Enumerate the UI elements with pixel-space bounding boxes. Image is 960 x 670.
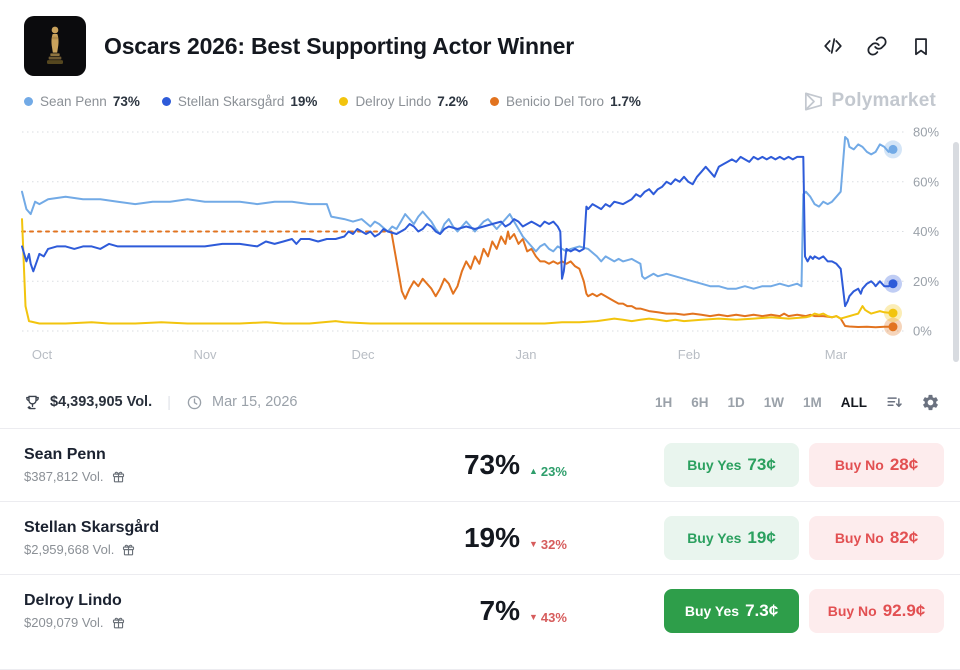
chart-toolbar: $4,393,905 Vol. | Mar 15, 2026 1H 6H 1D …	[0, 382, 960, 422]
svg-text:Dec: Dec	[351, 347, 375, 362]
svg-text:Nov: Nov	[193, 347, 217, 362]
range-button-all[interactable]: ALL	[840, 394, 867, 410]
legend-label: Benicio Del Toro	[506, 93, 605, 109]
gift-icon[interactable]	[111, 469, 126, 484]
range-button-1w[interactable]: 1W	[763, 394, 784, 410]
legend-value: 1.7%	[610, 93, 641, 109]
bookmark-icon[interactable]	[910, 35, 932, 57]
range-button-6h[interactable]: 6H	[691, 394, 709, 410]
legend-item: Benicio Del Toro 1.7%	[490, 94, 641, 109]
oscar-statuette-icon	[47, 26, 63, 64]
buy-no-button[interactable]: Buy No 92.9¢	[809, 589, 944, 633]
price-history-chart: 0% 20% 40% 60% 80% Oct Nov Dec Jan Feb Mar	[0, 120, 960, 376]
outcome-chance: 73%	[463, 449, 520, 480]
gift-icon[interactable]	[111, 615, 126, 630]
polymarket-logo-icon	[804, 91, 822, 111]
legend-dot	[161, 96, 171, 106]
svg-text:0%: 0%	[913, 324, 932, 339]
header-actions	[822, 35, 932, 57]
delta-arrow-icon: ▼	[529, 612, 538, 622]
chart-canvas[interactable]: 0% 20% 40% 60% 80% Oct Nov Dec Jan Feb Mar	[0, 120, 960, 376]
range-button-1h[interactable]: 1H	[654, 394, 673, 410]
legend-value: 7.2%	[437, 93, 469, 109]
svg-text:60%: 60%	[913, 174, 939, 189]
settings-gear-icon[interactable]	[921, 393, 940, 412]
outcome-name: Sean Penn	[24, 446, 106, 463]
svg-text:Jan: Jan	[516, 347, 537, 362]
legend-label: Stellan Skarsgård	[177, 93, 285, 109]
range-button-1m[interactable]: 1M	[802, 394, 822, 410]
total-volume: $4,393,905 Vol.	[50, 394, 153, 410]
legend-value: 73%	[112, 93, 140, 109]
legend-dot	[24, 96, 33, 106]
sort-icon[interactable]	[885, 393, 904, 412]
outcome-delta: ▲ 23%	[529, 463, 567, 479]
buy-no-button[interactable]: Buy No 28¢	[809, 443, 944, 487]
gift-icon[interactable]	[121, 542, 136, 557]
copy-link-icon[interactable]	[866, 35, 888, 57]
buy-no-button[interactable]: Buy No 82¢	[809, 516, 944, 560]
outcomes-list: Sean Penn $387,812 Vol. 73% ▲ 23% Buy Yes…	[0, 428, 960, 647]
svg-text:80%: 80%	[913, 125, 939, 140]
market-stats: $4,393,905 Vol. | Mar 15, 2026	[24, 394, 297, 411]
chart-legend: Sean Penn 73% Stellan Skarsgård 19% Delr…	[0, 84, 960, 118]
outcome-chance: 19%	[463, 522, 520, 553]
legend-dot	[339, 96, 349, 106]
outcome-volume: $387,812 Vol.	[24, 469, 104, 484]
embed-code-icon[interactable]	[822, 35, 844, 57]
outcome-row-delroy-lindo: Delroy Lindo $209,079 Vol. 7% ▼ 43% Buy Y…	[0, 574, 960, 647]
polymarket-watermark: Polymarket	[802, 90, 936, 113]
trophy-icon	[26, 395, 39, 409]
clock-icon	[187, 395, 202, 409]
time-range-selector: 1H 6H 1D 1W 1M ALL	[654, 393, 940, 412]
end-date: Mar 15, 2026	[212, 394, 298, 410]
outcome-volume: $2,959,668 Vol.	[24, 542, 115, 557]
delta-arrow-icon: ▼	[529, 539, 538, 549]
buy-yes-button[interactable]: Buy Yes 7.3¢	[664, 589, 799, 633]
outcome-chance: 7%	[479, 595, 520, 626]
svg-text:Oct: Oct	[32, 347, 53, 362]
market-thumbnail-oscar-statuette	[24, 16, 86, 76]
range-button-1d[interactable]: 1D	[727, 394, 745, 410]
buy-yes-button[interactable]: Buy Yes 19¢	[664, 516, 799, 560]
legend-value: 19%	[290, 93, 318, 109]
buy-yes-button[interactable]: Buy Yes 73¢	[664, 443, 799, 487]
legend-item: Stellan Skarsgård 19%	[161, 93, 318, 109]
svg-text:40%: 40%	[913, 224, 939, 239]
outcome-name: Delroy Lindo	[24, 592, 122, 609]
svg-text:Mar: Mar	[825, 347, 848, 362]
divider: |	[167, 393, 172, 411]
legend-label: Sean Penn	[40, 93, 107, 109]
outcome-row-stellan-skarsgard: Stellan Skarsgård $2,959,668 Vol. 19% ▼ 3…	[0, 501, 960, 574]
outcome-delta: ▼ 43%	[529, 609, 567, 625]
outcome-volume: $209,079 Vol.	[24, 615, 104, 630]
legend-dot	[490, 96, 500, 106]
svg-text:Feb: Feb	[678, 347, 700, 362]
legend-label: Delroy Lindo	[355, 93, 432, 109]
delta-arrow-icon: ▲	[529, 466, 538, 476]
outcome-delta: ▼ 32%	[529, 536, 567, 552]
page-title: Oscars 2026: Best Supporting Actor Winne…	[104, 32, 575, 59]
legend-item: Delroy Lindo 7.2%	[339, 94, 468, 109]
svg-text:20%: 20%	[913, 274, 939, 289]
market-header: Oscars 2026: Best Supporting Actor Winne…	[0, 0, 960, 80]
outcome-row-sean-penn: Sean Penn $387,812 Vol. 73% ▲ 23% Buy Yes…	[0, 428, 960, 501]
scrollbar[interactable]	[953, 142, 959, 362]
legend-item: Sean Penn 73%	[24, 94, 140, 109]
outcome-name: Stellan Skarsgård	[24, 519, 160, 536]
